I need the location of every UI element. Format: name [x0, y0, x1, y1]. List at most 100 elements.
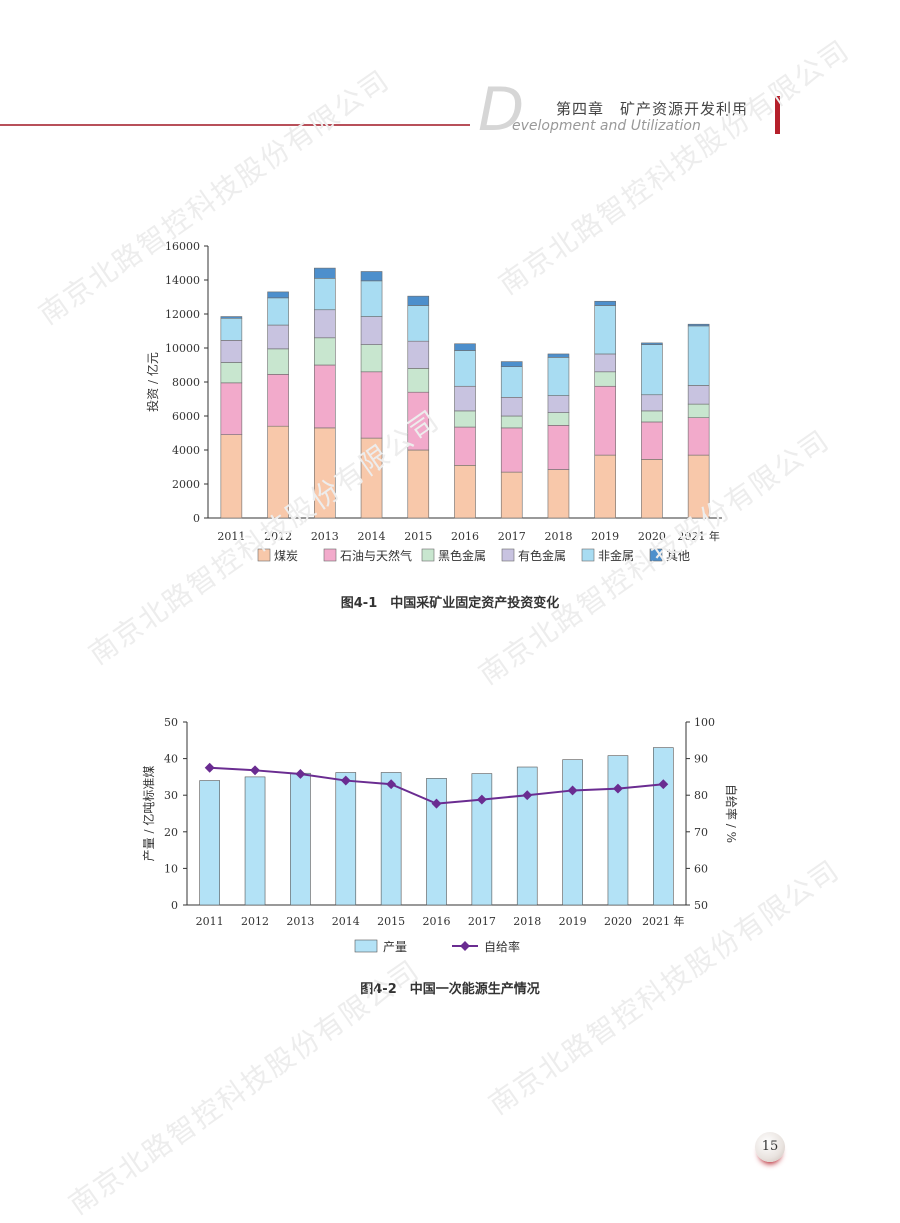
x-tick-label: 2019: [559, 915, 587, 928]
bar-segment: [407, 295, 430, 306]
bar-segment: [407, 368, 430, 393]
bar-segment: [360, 316, 383, 345]
x-tick-label: 2019: [591, 530, 619, 543]
production-bar: [653, 747, 674, 906]
bar-segment: [547, 395, 570, 413]
bar-segment: [454, 385, 476, 412]
bar-segment: [687, 417, 710, 456]
header-english-title: evelopment and Utilization: [512, 118, 701, 134]
bar-segment: [314, 337, 336, 366]
y-tick-label: 4000: [172, 444, 200, 457]
bar-segment: [267, 348, 289, 375]
x-tick-label: 2017: [498, 530, 526, 543]
bar-segment: [267, 297, 289, 326]
self-sufficiency-point: [250, 765, 260, 776]
bar-segment: [360, 271, 383, 282]
left-axis-title: 产量 / 亿吨标准煤: [141, 766, 156, 862]
bar-segment: [360, 344, 383, 373]
x-tick-label: 2021 年: [642, 914, 685, 928]
x-tick-label: 2018: [544, 530, 572, 543]
bar-segment: [547, 425, 570, 470]
production-bar: [426, 778, 447, 906]
y-tick-label: 6000: [172, 410, 200, 423]
right-tick-label: 100: [694, 716, 715, 729]
x-tick-label: 2016: [423, 915, 451, 928]
bar-segment: [594, 385, 616, 456]
x-tick-label: 2014: [332, 915, 360, 928]
x-tick-label: 2012: [241, 915, 269, 928]
left-tick-label: 50: [164, 716, 178, 729]
bar-segment: [641, 342, 663, 345]
y-axis-title: 投资 / 亿元: [145, 352, 160, 412]
self-sufficiency-point: [658, 779, 669, 790]
legend-label: 石油与天然气: [340, 548, 412, 563]
production-bar: [380, 772, 402, 906]
right-axis-title: 自给率 / %: [724, 784, 739, 843]
production-bar: [335, 772, 357, 906]
bar-segment: [360, 280, 383, 317]
legend-label: 黑色金属: [438, 548, 486, 563]
left-tick-label: 20: [164, 826, 178, 839]
bar-segment: [454, 465, 476, 519]
bar-segment: [220, 382, 243, 436]
legend-swatch: [323, 548, 337, 562]
self-sufficiency-point: [567, 785, 578, 796]
y-tick-label: 10000: [165, 342, 200, 355]
legend-swatch: [257, 548, 271, 562]
bar-segment: [267, 291, 289, 299]
legend-marker-self-sufficiency: [460, 941, 470, 951]
bar-segment: [220, 434, 243, 519]
bar-segment: [407, 340, 430, 369]
left-tick-label: 0: [171, 899, 178, 912]
legend-label-production: 产量: [383, 940, 407, 954]
bar-segment: [687, 385, 710, 405]
production-bar: [562, 759, 583, 906]
bar-segment: [687, 323, 710, 327]
x-tick-label: 2013: [286, 915, 314, 928]
x-tick-label: 2015: [377, 915, 405, 928]
header-rule: [0, 124, 470, 126]
self-sufficiency-point: [204, 762, 215, 773]
bar-segment: [220, 340, 243, 363]
right-tick-label: 50: [694, 899, 708, 912]
x-tick-label: 2013: [311, 530, 339, 543]
x-tick-label: 2020: [638, 530, 666, 543]
legend-swatch: [501, 548, 515, 562]
self-sufficiency-point: [522, 790, 533, 801]
bar-segment: [500, 361, 523, 368]
x-tick-label: 2014: [358, 530, 386, 543]
right-tick-label: 90: [694, 753, 708, 766]
x-tick-label: 2021 年: [677, 529, 720, 543]
bar-segment: [594, 353, 616, 373]
bar-segment: [267, 374, 289, 427]
y-tick-label: 12000: [165, 308, 200, 321]
self-sufficiency-point: [340, 775, 351, 786]
y-tick-label: 14000: [165, 274, 200, 287]
bar-segment: [594, 454, 616, 519]
y-tick-label: 8000: [172, 376, 200, 389]
production-bar: [290, 772, 311, 906]
production-bar: [516, 766, 538, 906]
legend-swatch-production: [354, 939, 378, 953]
bar-segment: [407, 305, 430, 342]
y-tick-label: 16000: [165, 240, 200, 253]
bar-segment: [500, 427, 523, 473]
bar-segment: [547, 353, 570, 358]
bar-segment: [454, 426, 476, 466]
bar-segment: [500, 471, 523, 519]
left-tick-label: 10: [164, 862, 178, 875]
bar-segment: [220, 362, 243, 384]
x-tick-label: 2012: [264, 530, 292, 543]
y-tick-label: 2000: [172, 478, 200, 491]
y-tick-label: 0: [193, 512, 200, 525]
production-bar: [199, 780, 220, 906]
bar-segment: [687, 403, 710, 419]
bar-segment: [547, 469, 570, 519]
chapter-title: 第四章 矿产资源开发利用: [556, 100, 749, 118]
legend-label: 非金属: [598, 548, 634, 563]
bar-segment: [454, 350, 476, 387]
x-tick-label: 2011: [196, 915, 224, 928]
bar-segment: [454, 410, 476, 428]
x-tick-label: 2011: [217, 530, 245, 543]
figure-4-2-caption: 图4-2 中国一次能源生产情况: [360, 982, 540, 997]
